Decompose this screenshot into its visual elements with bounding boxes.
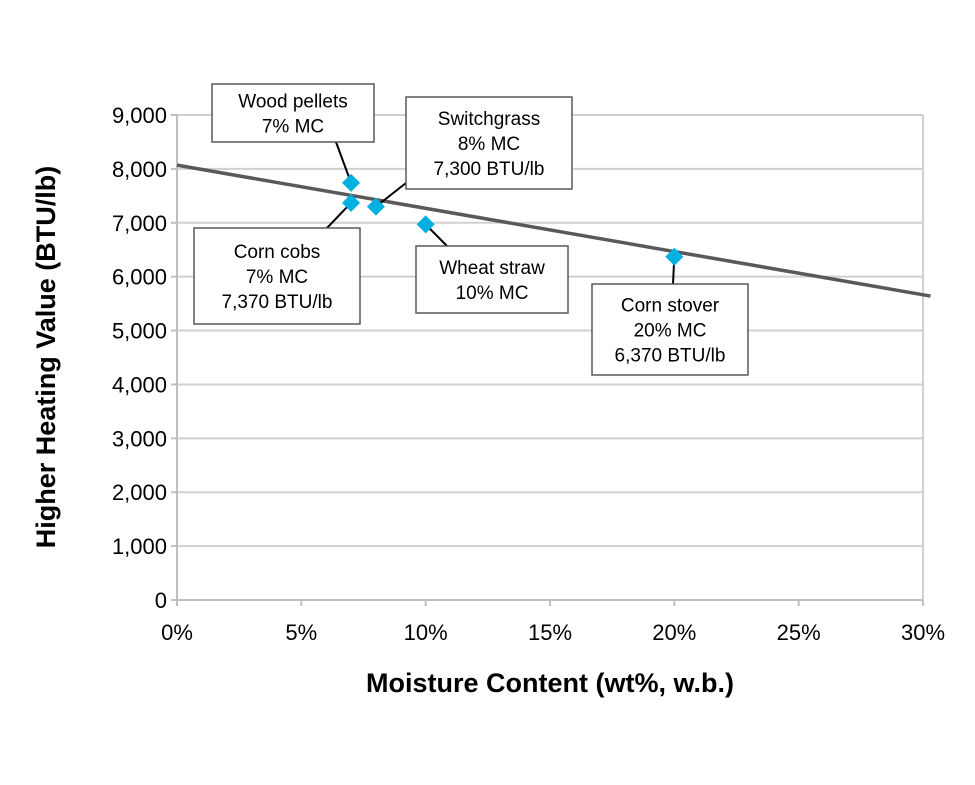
y-tick-label: 0 [155, 588, 167, 613]
x-tick-label: 5% [285, 620, 317, 645]
callout-box [415, 245, 569, 314]
data-point [342, 173, 361, 192]
y-tick-label: 1,000 [112, 534, 167, 559]
y-tick-label: 3,000 [112, 426, 167, 451]
y-tick-label: 9,000 [112, 103, 167, 128]
callout-box [591, 283, 749, 376]
data-label-text: Wood pellets [238, 92, 348, 113]
data-point [342, 193, 361, 212]
data-label-text: Wheat straw [439, 258, 545, 279]
x-axis-label: Moisture Content (wt%, w.b.) [366, 668, 734, 698]
data-label-callout: Corn cobs 7% MC 7,370 BTU/lb [193, 202, 361, 325]
callout-box [405, 96, 573, 190]
data-label-text: Corn cobs [234, 242, 321, 263]
x-tick-label: 30% [901, 620, 945, 645]
y-tick-label: 4,000 [112, 372, 167, 397]
data-label-callout: Corn stover 20% MC 6,370 BTU/lb [591, 256, 749, 376]
y-axis-label: Higher Heating Value (BTU/lb) [31, 166, 61, 549]
data-label-text: 7% MC [246, 267, 308, 288]
x-tick-label: 0% [161, 620, 193, 645]
data-label-text: 7% MC [262, 117, 324, 138]
data-point [416, 215, 435, 234]
data-label-text: Corn stover [621, 296, 720, 317]
leader-line [335, 141, 353, 184]
data-label-callout: Wheat straw 10% MC [415, 223, 569, 314]
data-label-text: 6,370 BTU/lb [615, 346, 726, 367]
y-tick-label: 5,000 [112, 319, 167, 344]
data-label-text: 20% MC [634, 321, 707, 342]
y-tick-label: 8,000 [112, 157, 167, 182]
data-label-text: 7,370 BTU/lb [222, 292, 333, 313]
data-label-callout: Switchgrass 8% MC 7,300 BTU/lb [375, 96, 573, 208]
callout-box [211, 83, 375, 143]
data-label-text: 10% MC [456, 283, 529, 304]
data-label-text: Switchgrass [438, 109, 540, 130]
y-tick-label: 6,000 [112, 265, 167, 290]
x-tick-label: 15% [528, 620, 572, 645]
y-tick-label: 7,000 [112, 211, 167, 236]
callout-box [193, 227, 361, 325]
y-tick-label: 2,000 [112, 480, 167, 505]
data-point [366, 197, 385, 216]
data-label-text: 8% MC [458, 134, 520, 155]
x-tick-label: 25% [777, 620, 821, 645]
trendline [176, 163, 931, 298]
x-tick-label: 20% [652, 620, 696, 645]
data-point [665, 247, 684, 266]
data-label-text: 7,300 BTU/lb [434, 159, 545, 180]
data-label-callout: Wood pellets 7% MC [211, 83, 375, 184]
x-tick-label: 10% [404, 620, 448, 645]
